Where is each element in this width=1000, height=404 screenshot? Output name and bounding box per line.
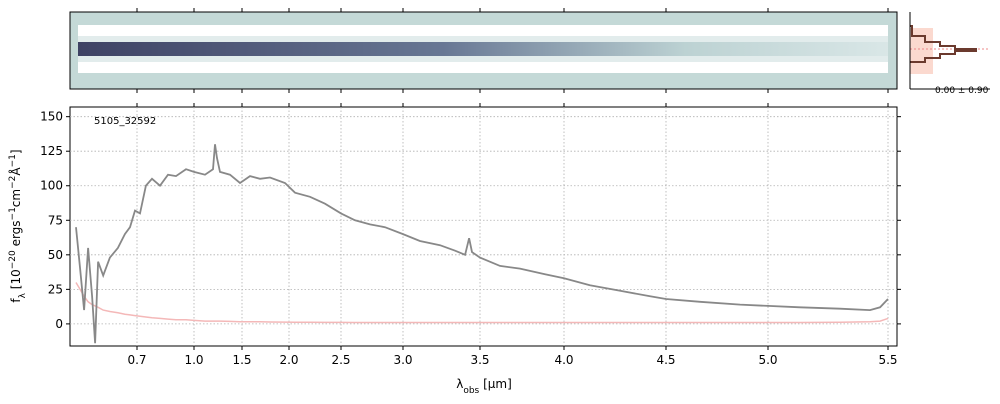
y-tick-label: 75 <box>48 213 63 227</box>
annotation: 5105_32592 <box>94 116 156 127</box>
x-tick-label: 3.0 <box>393 353 412 367</box>
x-tick-label: 2.5 <box>331 353 350 367</box>
x-tick-label: 4.5 <box>656 353 675 367</box>
spectrum-2d <box>69 11 898 90</box>
y-axis-label-part: −1 <box>8 154 18 167</box>
y-axis-label-part: λ <box>18 292 28 298</box>
x-tick-label: 5.0 <box>758 353 777 367</box>
y-tick-label: 50 <box>48 248 63 262</box>
x-tick-label: 5.5 <box>878 353 897 367</box>
x-tick-label: 2.0 <box>279 353 298 367</box>
x-axis-label-part: [μm] <box>479 377 512 391</box>
x-tick-label: 1.5 <box>232 353 251 367</box>
y-axis-label-part: −1 <box>8 207 18 220</box>
y-axis-label-part: −20 <box>8 250 18 269</box>
y-tick-label: 150 <box>40 110 63 124</box>
y-axis-label-part: ] <box>9 149 23 154</box>
y-axis-label: fλ [10−20 ergs−1cm−2Å−1] <box>8 149 28 302</box>
x-tick-label: 0.7 <box>127 353 146 367</box>
x-tick-label: 1.0 <box>184 353 203 367</box>
x-axis-label-part: obs <box>463 386 479 396</box>
y-axis-label-part: −2 <box>8 176 18 189</box>
profile-label: 0.00 ± 0.90 <box>935 86 989 96</box>
y-axis-label-part: cm <box>9 189 23 207</box>
y-axis-label-part: [10 <box>9 269 23 293</box>
x-tick-label: 4.0 <box>554 353 573 367</box>
y-tick-label: 100 <box>40 179 63 193</box>
y-tick-label: 125 <box>40 144 63 158</box>
y-tick-label: 0 <box>55 317 63 331</box>
x-tick-label: 3.5 <box>470 353 489 367</box>
x-axis-label-part: λ <box>456 377 463 391</box>
spectrum-line <box>75 144 889 344</box>
plot-frame <box>69 106 898 347</box>
y-axis-label-part: ergs <box>9 220 23 250</box>
y-axis-label-part: f <box>9 298 23 303</box>
spectrum-line <box>75 282 889 324</box>
x-axis-label: λobs [μm] <box>456 377 512 396</box>
y-tick-label: 25 <box>48 282 63 296</box>
profile-panel: 0.00 ± 0.90 <box>909 12 990 96</box>
y-axis-label-part: Å <box>8 167 23 176</box>
